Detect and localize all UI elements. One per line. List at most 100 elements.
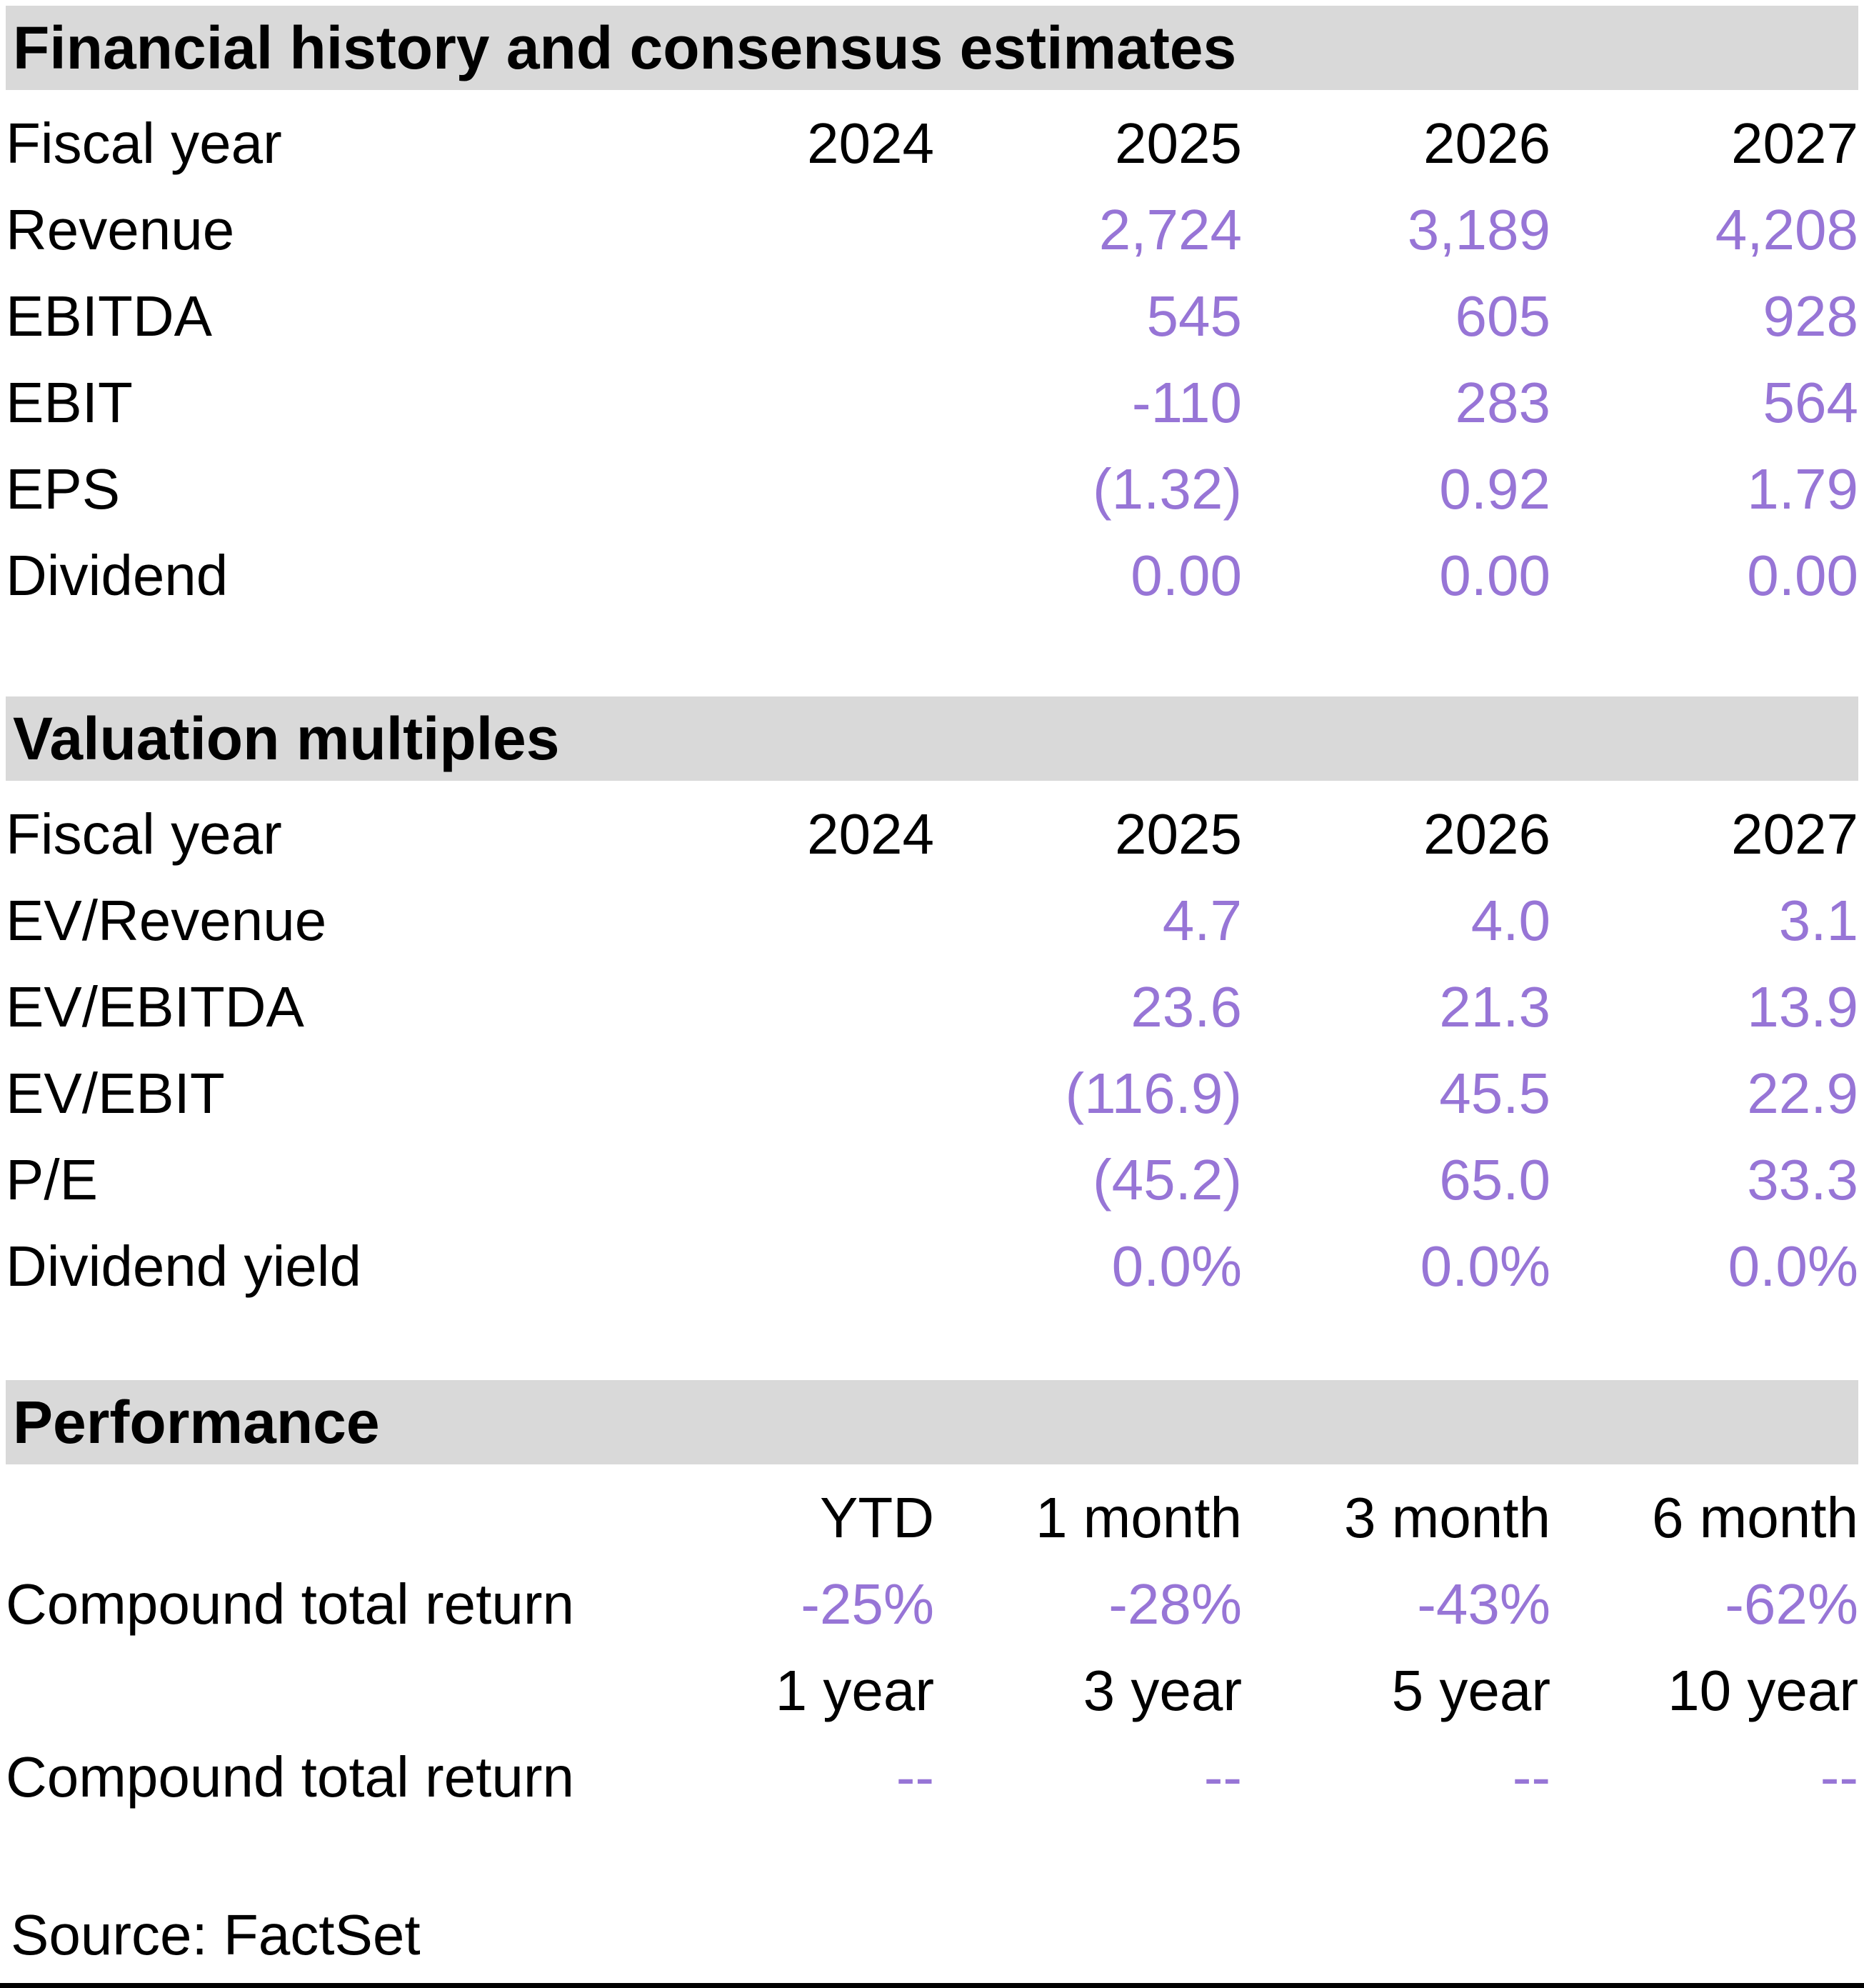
eps-2026: 0.92	[1439, 457, 1550, 521]
dividend-2026: 0.00	[1439, 544, 1550, 607]
ebit-2024	[626, 359, 934, 446]
section-title-performance: Performance	[13, 1389, 380, 1456]
pe-row: P/E (45.2) 65.0 33.3	[6, 1137, 1858, 1223]
year-2025: 2025	[1115, 111, 1242, 175]
financial-history-table: Fiscal year 2024 2025 2026 2027 Revenue …	[6, 100, 1858, 619]
section-band-financial-history: Financial history and consensus estimate…	[6, 6, 1858, 90]
revenue-label: Revenue	[6, 198, 235, 261]
period-5-year: 5 year	[1391, 1659, 1550, 1722]
dividend-2027: 0.00	[1747, 544, 1858, 607]
ctr-6-month: -62%	[1725, 1572, 1858, 1636]
dividend-2025: 0.00	[1131, 544, 1242, 607]
dividend-label: Dividend	[6, 544, 229, 607]
ctr-ytd: -25%	[801, 1572, 934, 1636]
empty-label	[6, 1647, 626, 1734]
ebit-2025: -110	[1131, 371, 1242, 434]
ebitda-2025: 545	[1146, 284, 1242, 348]
ev-revenue-2026: 4.0	[1470, 889, 1550, 952]
dividend-yield-2024	[626, 1223, 934, 1309]
ctr-5-year: --	[1512, 1745, 1550, 1809]
year-2027: 2027	[1731, 802, 1858, 866]
fiscal-year-header-row: Fiscal year 2024 2025 2026 2027	[6, 100, 1858, 186]
empty-label	[6, 1474, 626, 1561]
dividend-row: Dividend 0.00 0.00 0.00	[6, 532, 1858, 619]
eps-row: EPS (1.32) 0.92 1.79	[6, 446, 1858, 532]
ev-ebit-2025: (116.9)	[1065, 1062, 1242, 1125]
ev-ebitda-2027: 13.9	[1747, 975, 1858, 1039]
source-note: Source: FactSet	[11, 1903, 421, 1967]
section-band-valuation-multiples: Valuation multiples	[6, 696, 1858, 781]
dividend-yield-2027: 0.0%	[1728, 1234, 1858, 1298]
ebit-row: EBIT -110 283 564	[6, 359, 1858, 446]
year-2027: 2027	[1731, 111, 1858, 175]
period-3-month: 3 month	[1343, 1486, 1550, 1549]
ev-revenue-row: EV/Revenue 4.7 4.0 3.1	[6, 877, 1858, 964]
ctr-1-month: -28%	[1108, 1572, 1242, 1636]
valuation-multiples-table: Fiscal year 2024 2025 2026 2027 EV/Reven…	[6, 791, 1858, 1309]
pe-label: P/E	[6, 1148, 98, 1212]
dividend-yield-row: Dividend yield 0.0% 0.0% 0.0%	[6, 1223, 1858, 1309]
revenue-2027: 4,208	[1715, 198, 1858, 261]
ctr-3-month: -43%	[1417, 1572, 1550, 1636]
ev-ebit-2027: 22.9	[1747, 1062, 1858, 1125]
period-10-year: 10 year	[1668, 1659, 1858, 1722]
section-title-valuation-multiples: Valuation multiples	[13, 705, 560, 772]
revenue-2025: 2,724	[1098, 198, 1242, 261]
performance-table: YTD 1 month 3 month 6 month Compound tot…	[6, 1474, 1858, 1820]
fiscal-year-label: Fiscal year	[6, 802, 282, 866]
ebitda-row: EBITDA 545 605 928	[6, 273, 1858, 359]
year-2024: 2024	[807, 802, 934, 866]
revenue-2024	[626, 186, 934, 273]
dividend-yield-label: Dividend yield	[6, 1234, 362, 1298]
period-header-row-short: YTD 1 month 3 month 6 month	[6, 1474, 1858, 1561]
ev-ebitda-label: EV/EBITDA	[6, 975, 304, 1039]
ev-ebit-2024	[626, 1050, 934, 1137]
year-2025: 2025	[1115, 802, 1242, 866]
dividend-yield-2025: 0.0%	[1111, 1234, 1242, 1298]
ctr-3-year: --	[1203, 1745, 1242, 1809]
revenue-row: Revenue 2,724 3,189 4,208	[6, 186, 1858, 273]
dividend-2024	[626, 532, 934, 619]
bottom-divider-line	[0, 1983, 1864, 1988]
eps-2027: 1.79	[1747, 457, 1858, 521]
dividend-yield-2026: 0.0%	[1420, 1234, 1550, 1298]
compound-total-return-label: Compound total return	[6, 1745, 575, 1809]
ev-ebitda-2026: 21.3	[1439, 975, 1550, 1039]
section-band-performance: Performance	[6, 1380, 1858, 1464]
period-1-year: 1 year	[775, 1659, 934, 1722]
ev-ebit-row: EV/EBIT (116.9) 45.5 22.9	[6, 1050, 1858, 1137]
compound-total-return-long-row: Compound total return -- -- -- --	[6, 1734, 1858, 1820]
eps-2025: (1.32)	[1093, 457, 1242, 521]
period-6-month: 6 month	[1651, 1486, 1858, 1549]
ebitda-label: EBITDA	[6, 284, 212, 348]
ebit-2026: 283	[1455, 371, 1550, 434]
year-2026: 2026	[1423, 111, 1550, 175]
year-2024: 2024	[807, 111, 934, 175]
ev-ebitda-2024	[626, 964, 934, 1050]
ev-ebitda-2025: 23.6	[1131, 975, 1242, 1039]
fiscal-year-label: Fiscal year	[6, 111, 282, 175]
ebit-2027: 564	[1763, 371, 1858, 434]
eps-label: EPS	[6, 457, 121, 521]
revenue-2026: 3,189	[1407, 198, 1550, 261]
ev-ebit-label: EV/EBIT	[6, 1062, 225, 1125]
pe-2026: 65.0	[1439, 1148, 1550, 1212]
section-title-financial-history: Financial history and consensus estimate…	[13, 14, 1237, 81]
ev-revenue-2024	[626, 877, 934, 964]
pe-2025: (45.2)	[1093, 1148, 1242, 1212]
period-header-row-long: 1 year 3 year 5 year 10 year	[6, 1647, 1858, 1734]
pe-2027: 33.3	[1747, 1148, 1858, 1212]
ebit-label: EBIT	[6, 371, 133, 434]
period-1-month: 1 month	[1035, 1486, 1242, 1549]
ev-revenue-2025: 4.7	[1162, 889, 1242, 952]
compound-total-return-short-row: Compound total return -25% -28% -43% -62…	[6, 1561, 1858, 1647]
ev-ebitda-row: EV/EBITDA 23.6 21.3 13.9	[6, 964, 1858, 1050]
ebitda-2027: 928	[1763, 284, 1858, 348]
ctr-10-year: --	[1820, 1745, 1858, 1809]
compound-total-return-label: Compound total return	[6, 1572, 575, 1636]
period-3-year: 3 year	[1083, 1659, 1242, 1722]
fiscal-year-header-row: Fiscal year 2024 2025 2026 2027	[6, 791, 1858, 877]
eps-2024	[626, 446, 934, 532]
ebitda-2024	[626, 273, 934, 359]
period-ytd: YTD	[820, 1486, 934, 1549]
